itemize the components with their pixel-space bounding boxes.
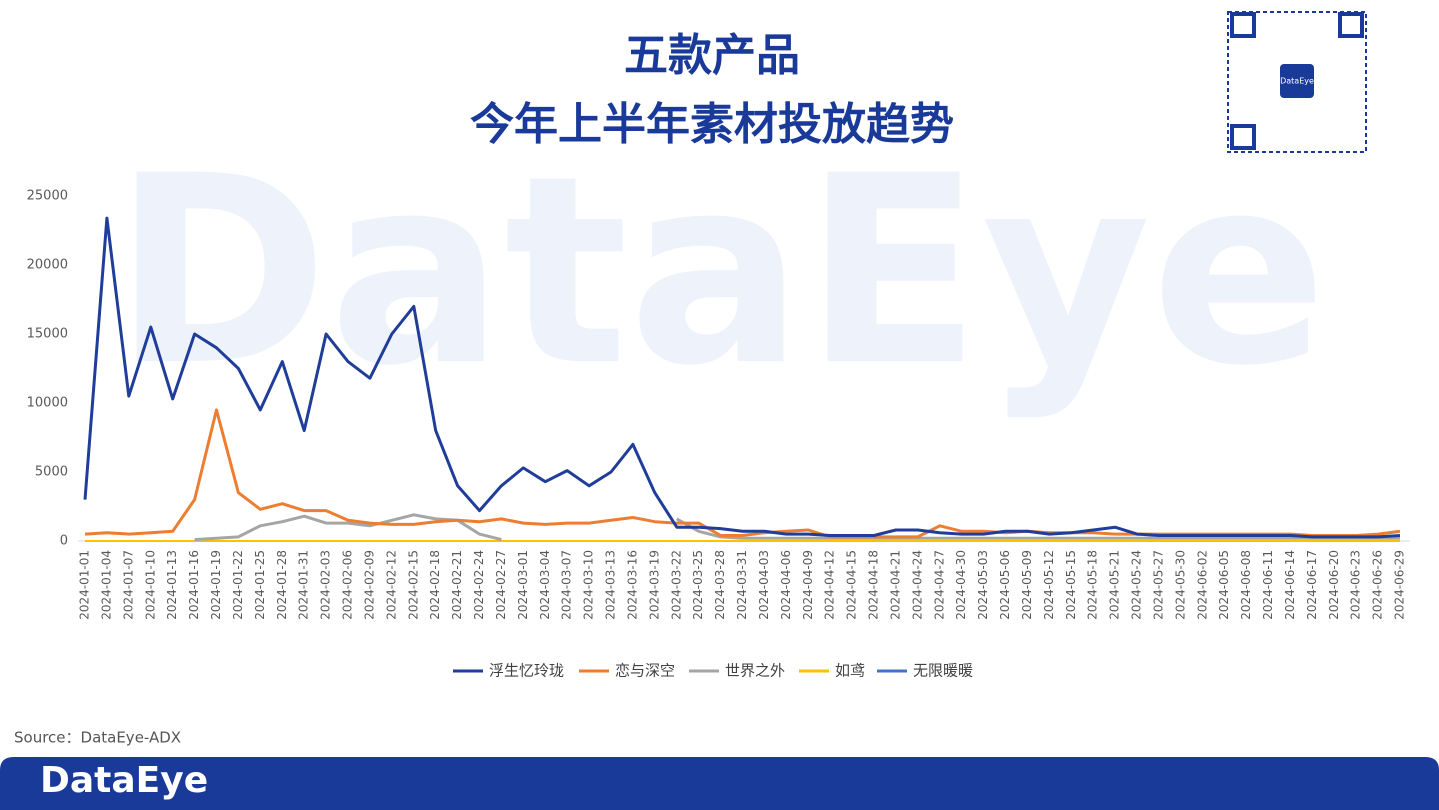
x-tick-label: 2024-05-18 bbox=[1086, 550, 1100, 620]
x-tick-label: 2024-06-05 bbox=[1217, 550, 1231, 620]
legend-label: 浮生忆玲珑 bbox=[489, 662, 564, 680]
x-tick-label: 2024-01-10 bbox=[143, 550, 157, 620]
source: Source：DataEye-ADX bbox=[14, 729, 181, 747]
x-tick-label: 2024-02-27 bbox=[494, 550, 508, 620]
qr-label: DataEye bbox=[1280, 77, 1314, 86]
x-tick-label: 2024-03-22 bbox=[669, 550, 683, 620]
x-tick-label: 2024-01-22 bbox=[231, 550, 245, 620]
x-tick-label: 2024-02-09 bbox=[362, 550, 376, 620]
x-tick-label: 2024-03-10 bbox=[582, 550, 596, 620]
legend-label: 恋与深空 bbox=[615, 662, 675, 680]
x-tick-label: 2024-01-28 bbox=[275, 550, 289, 620]
y-tick-label: 20000 bbox=[27, 258, 68, 273]
y-tick-label: 25000 bbox=[27, 189, 68, 204]
x-tick-label: 2024-05-15 bbox=[1064, 550, 1078, 620]
x-tick-label: 2024-02-24 bbox=[472, 550, 486, 620]
x-tick-label: 2024-01-13 bbox=[165, 550, 179, 620]
x-tick-label: 2024-04-15 bbox=[845, 550, 859, 620]
x-tick-label: 2024-02-06 bbox=[341, 550, 355, 620]
y-tick-label: 5000 bbox=[35, 465, 68, 480]
x-tick-label: 2024-02-18 bbox=[428, 550, 442, 620]
y-tick-label: 15000 bbox=[27, 327, 68, 342]
x-tick-label: 2024-01-19 bbox=[209, 550, 223, 620]
legend-label: 无限暖暖 bbox=[913, 662, 973, 680]
x-tick-label: 2024-03-13 bbox=[604, 550, 618, 620]
x-tick-label: 2024-04-18 bbox=[867, 550, 881, 620]
x-tick-label: 2024-03-19 bbox=[647, 550, 661, 620]
x-tick-label: 2024-06-02 bbox=[1195, 550, 1209, 620]
legend: 浮生忆玲珑 恋与深空 世界之外 如鸢 无限暖暖 bbox=[453, 662, 973, 680]
legend-label: 如鸢 bbox=[835, 662, 865, 680]
x-tick-label: 2024-01-16 bbox=[187, 550, 201, 620]
x-tick-label: 2024-04-12 bbox=[823, 550, 837, 620]
x-tick-label: 2024-05-21 bbox=[1108, 550, 1122, 620]
x-tick-label: 2024-02-12 bbox=[384, 550, 398, 620]
y-tick-label: 0 bbox=[60, 534, 68, 549]
footer-logo: DataEye bbox=[40, 760, 208, 801]
x-tick-label: 2024-06-23 bbox=[1349, 550, 1363, 620]
x-tick-label: 2024-05-30 bbox=[1173, 550, 1187, 620]
x-tick-label: 2024-04-06 bbox=[779, 550, 793, 620]
x-tick-label: 2024-03-25 bbox=[691, 550, 705, 620]
x-tick-label: 2024-03-28 bbox=[713, 550, 727, 620]
x-tick-label: 2024-05-12 bbox=[1042, 550, 1056, 620]
x-tick-label: 2024-01-07 bbox=[121, 550, 135, 620]
x-tick-label: 2024-05-03 bbox=[976, 550, 990, 620]
x-tick-label: 2024-05-09 bbox=[1020, 550, 1034, 620]
x-tick-label: 2024-06-26 bbox=[1371, 550, 1385, 620]
qr-code: DataEye bbox=[1227, 11, 1367, 153]
x-tick-label: 2024-04-24 bbox=[910, 550, 924, 620]
x-tick-label: 2024-06-17 bbox=[1305, 550, 1319, 620]
y-tick-label: 10000 bbox=[27, 396, 68, 411]
x-tick-label: 2024-04-27 bbox=[932, 550, 946, 620]
x-tick-label: 2024-01-04 bbox=[99, 550, 113, 620]
x-tick-label: 2024-02-21 bbox=[450, 550, 464, 620]
x-tick-label: 2024-06-20 bbox=[1327, 550, 1341, 620]
x-tick-label: 2024-01-31 bbox=[297, 550, 311, 620]
x-tick-label: 2024-06-29 bbox=[1393, 550, 1407, 620]
x-tick-label: 2024-04-30 bbox=[954, 550, 968, 620]
x-tick-label: 2024-05-24 bbox=[1130, 550, 1144, 620]
legend-label: 世界之外 bbox=[725, 662, 785, 680]
x-tick-label: 2024-01-25 bbox=[253, 550, 267, 620]
chart-subtitle: 今年上半年素材投放趋势 bbox=[470, 99, 954, 150]
x-tick-label: 2024-02-15 bbox=[406, 550, 420, 620]
series-line bbox=[83, 216, 1401, 539]
x-tick-label: 2024-03-16 bbox=[625, 550, 639, 620]
x-tick-label: 2024-04-21 bbox=[888, 550, 902, 620]
x-tick-label: 2024-05-06 bbox=[998, 550, 1012, 620]
x-tick-label: 2024-04-09 bbox=[801, 550, 815, 620]
x-tick-label: 2024-06-14 bbox=[1283, 550, 1297, 620]
x-tick-label: 2024-03-07 bbox=[560, 550, 574, 620]
x-tick-label: 2024-03-01 bbox=[516, 550, 530, 620]
x-tick-label: 2024-03-04 bbox=[538, 550, 552, 620]
x-tick-label: 2024-04-03 bbox=[757, 550, 771, 620]
series-line bbox=[84, 408, 1401, 539]
x-tick-label: 2024-06-11 bbox=[1261, 550, 1275, 620]
x-tick-label: 2024-01-01 bbox=[78, 550, 92, 620]
watermark: DataEye bbox=[113, 121, 1327, 423]
x-tick-label: 2024-05-27 bbox=[1151, 550, 1165, 620]
chart-title: 五款产品 bbox=[624, 30, 800, 81]
x-tick-label: 2024-03-31 bbox=[735, 550, 749, 620]
x-tick-label: 2024-06-08 bbox=[1239, 550, 1253, 620]
plot: 0 5000 10000 15000 20000 25000 2024-01-01 2024-… bbox=[27, 189, 1410, 620]
footer-bar bbox=[0, 757, 1439, 810]
x-tick-label: 2024-02-03 bbox=[319, 550, 333, 620]
